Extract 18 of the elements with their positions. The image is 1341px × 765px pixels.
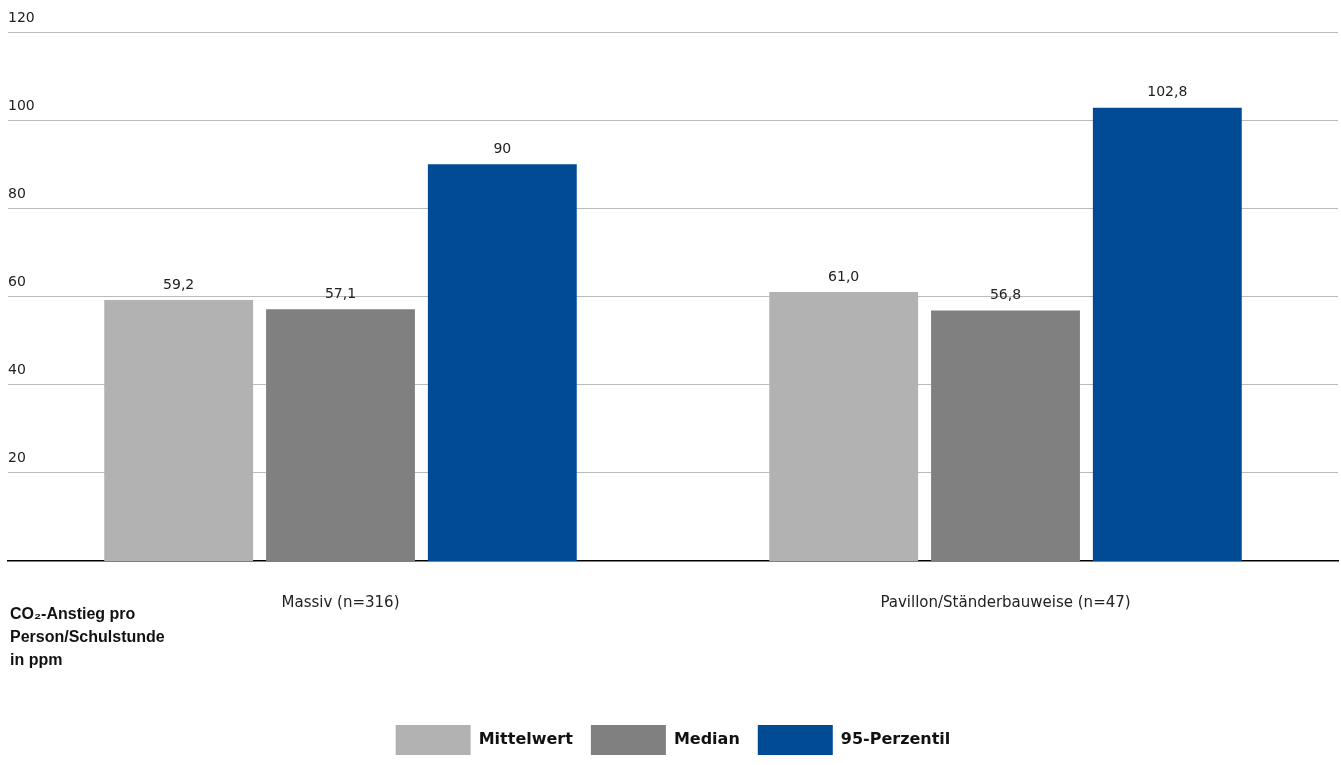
data-label: 61,0 [828,267,860,284]
y-tick-label: 40 [8,361,26,378]
data-label: 59,2 [163,275,195,292]
y-tick-label: 60 [8,273,26,290]
x-tick-label: Massiv (n=316) [281,592,400,611]
data-label: 56,8 [989,286,1022,303]
data-label: 102,8 [1147,83,1188,100]
x-tick-label: Pavillon/Ständerbauweise (n=47) [880,592,1131,611]
y-tick-label: 80 [8,184,26,201]
data-label: 90 [493,139,512,156]
y-tick-label: 20 [8,449,26,466]
text: CO₂-Anstieg pro Person/Schulstunde in ppm [10,604,165,670]
y-tick-label: 100 [8,96,35,113]
legend-label: Mittelwert [478,729,574,749]
legend-label: 95-Perzentil [840,729,951,749]
y-tick-label: 120 [8,8,35,25]
data-label: 57,1 [324,284,357,301]
legend-label: Median [673,729,740,749]
